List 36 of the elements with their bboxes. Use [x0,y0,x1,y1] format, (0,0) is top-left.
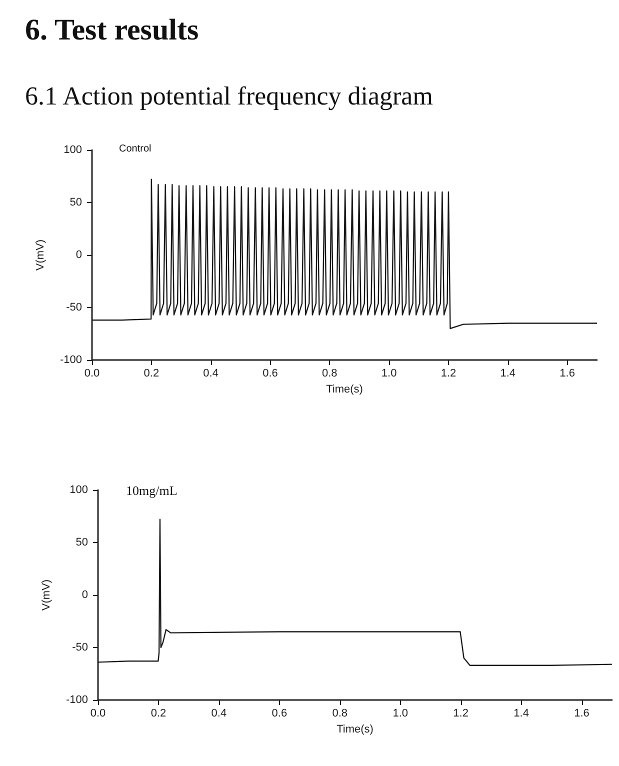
y-tick-label: -50 [66,302,82,314]
y-tick-label: 0 [76,249,82,261]
y-axis-title: V(mV) [40,579,52,611]
chart-subtitle: 6.1 Action potential frequency diagram [25,82,433,110]
x-tick-label: 1.6 [560,368,575,380]
chart-title: 6. Test results [25,14,199,46]
x-tick-label: 1.4 [514,708,529,720]
x-tick-label: 0.6 [272,708,288,720]
x-tick-label: 0.4 [203,368,218,380]
x-tick-label: 1.4 [500,368,516,380]
y-tick-label: 50 [70,196,82,208]
y-tick-label: -50 [72,642,88,654]
x-tick-label: 1.0 [392,708,408,720]
y-tick-label: 50 [76,536,88,548]
y-axis-title: V(mV) [34,239,46,271]
annotation: Control [119,144,152,154]
y-tick-label: -100 [66,694,88,706]
x-tick-label: 1.2 [440,368,456,380]
x-axis-title: Time(s) [336,723,374,736]
x-tick-label: 0.2 [150,708,166,720]
x-tick-label: 1.2 [453,708,468,720]
y-tick-label: 100 [64,144,82,156]
x-axis-title: Time(s) [326,383,363,396]
y-tick-label: 100 [70,484,88,496]
x-tick-label: 0.0 [84,368,100,380]
x-tick-label: 0.2 [144,368,160,380]
x-tick-label: 0.4 [211,708,227,720]
x-tick-label: 0.8 [332,708,348,720]
x-tick-label: 0.6 [262,368,278,380]
x-tick-label: 1.0 [381,368,397,380]
y-tick-label: -100 [60,354,82,366]
x-tick-label: 0.8 [322,368,338,380]
x-tick-label: 0.0 [90,708,106,720]
annotation: 10mg/mL [126,483,178,498]
y-tick-label: 0 [82,589,88,601]
x-tick-label: 1.6 [574,708,590,720]
